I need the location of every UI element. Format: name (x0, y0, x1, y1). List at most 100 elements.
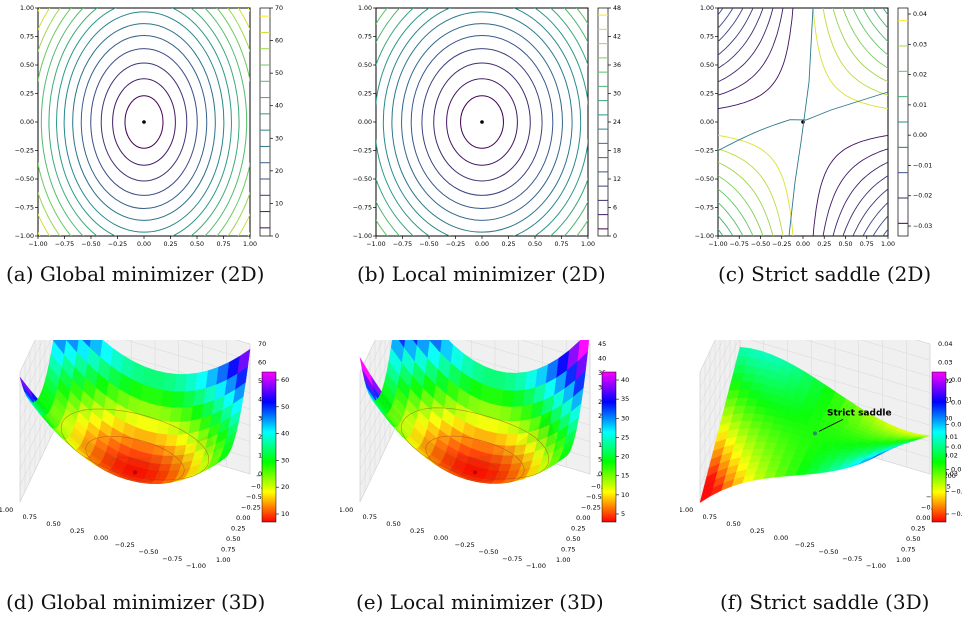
surface-patch (53, 340, 67, 355)
surface-area: 454035302520151050−1.00−0.75−0.50−0.250.… (340, 340, 629, 570)
y-tick-label: 1.00 (20, 5, 34, 12)
z-tick-label: 45 (598, 340, 606, 348)
x-tick-label: −0.25 (455, 541, 475, 549)
y-tick-label: −1.00 (15, 233, 34, 240)
y-tick-label: −0.75 (353, 205, 372, 212)
contour-level (718, 8, 794, 110)
y-tick-label: −0.25 (353, 148, 372, 155)
x-tick-label: 0.00 (94, 534, 108, 542)
colorbar-tick-label: 5 (621, 510, 625, 518)
surface-contour (425, 435, 525, 484)
contour-level (718, 134, 794, 236)
contour-level (100, 62, 188, 182)
contour-level (56, 8, 232, 236)
x-tick-label: −0.75 (162, 555, 182, 563)
caption-a: (a) Global minimizer (2D) (6, 262, 265, 286)
panel-a-contour-chart: −1.00 −0.75 −0.50 −0.25 0.00 0.25 0.50 0.75 1.00… (15, 5, 283, 248)
colorbar-band (260, 138, 270, 171)
y-tick-label: 1.00 (896, 556, 910, 564)
colorbar-band (260, 73, 270, 106)
contour-level (718, 201, 744, 236)
y-tick-label: 0.50 (700, 62, 714, 69)
surface-mesh (699, 346, 931, 504)
contour-level (48, 8, 240, 236)
contour-level (822, 8, 888, 96)
colorbar-band (260, 8, 270, 41)
y-tick-label: 1.00 (700, 5, 714, 12)
grid-line (359, 340, 376, 373)
y-tick-label: 0.75 (358, 34, 372, 41)
x-tick-label: 0.75 (363, 513, 377, 521)
colorbar-tick-label: 20 (281, 483, 289, 491)
y-tick-label: 0.75 (221, 546, 235, 554)
surface-patch (82, 340, 91, 348)
x-tick-label: −0.75 (730, 241, 749, 248)
y-tick-label: 0.00 (916, 514, 930, 522)
contour-level (40, 8, 248, 236)
colorbar-tick-label: 60 (281, 376, 289, 384)
grid-line (699, 340, 724, 389)
x-tick-label: −0.50 (419, 241, 438, 248)
colorbar-tick-label: 40 (275, 103, 283, 110)
surface-patch (412, 340, 418, 346)
x-tick-label: 0.75 (216, 241, 230, 248)
colorbar-band (598, 36, 608, 65)
contour-level (718, 8, 724, 16)
y-tick-label: −0.50 (246, 493, 266, 501)
grid-line (520, 340, 591, 361)
colorbar-tick-label: 42 (613, 34, 621, 41)
y-tick-label: 1.00 (216, 556, 230, 564)
x-tick-label: 0.75 (703, 513, 717, 521)
y-tick-label: 0.25 (20, 91, 34, 98)
surface-contour (85, 435, 185, 485)
z-tick-label: 70 (258, 340, 266, 348)
x-tick-label: −1.00 (708, 241, 727, 248)
surface-mesh (359, 340, 590, 484)
x-tick-label: 0.25 (817, 241, 831, 248)
contour-level (718, 188, 754, 236)
colorbar-tick-label: 36 (613, 62, 621, 69)
colorbar-band (598, 93, 608, 122)
y-tick-label: 1.00 (358, 5, 372, 12)
x-tick-label: 0.50 (46, 520, 60, 528)
contour-level (716, 0, 731, 5)
y-tick-label: −0.50 (695, 176, 714, 183)
surface-contour (400, 407, 550, 480)
x-tick-label: −1.00 (866, 562, 886, 570)
contour-level (788, 7, 814, 237)
colorbar-tick-label: −0.01 (913, 162, 932, 169)
x-tick-label: 0.00 (475, 241, 489, 248)
x-tick-label: 0.00 (434, 534, 448, 542)
x-tick-label: −0.25 (772, 241, 791, 248)
contour-level (63, 11, 225, 233)
annotation-arrow (818, 419, 844, 432)
surface-area: Strict saddle0.040.030.020.010.00−0.01−0… (680, 340, 963, 570)
colorbar-tick-label: 15 (621, 472, 629, 480)
y-tick-label: −0.25 (581, 504, 601, 512)
contour-level (832, 161, 888, 236)
contour-level (882, 228, 888, 236)
panel-c-contour-chart: −1.00 −0.75 −0.50 −0.25 0.00 0.25 0.50 0.75 1.00… (695, 0, 933, 248)
plot-area: −1.00 −0.75 −0.50 −0.25 0.00 0.25 0.50 0.75 1.00… (353, 5, 621, 248)
surface-patch (429, 340, 442, 353)
colorbar-band (598, 150, 608, 179)
colorbar-band (598, 8, 608, 37)
x-tick-label: −0.50 (751, 241, 770, 248)
colorbar-tick-label: 0.03 (913, 41, 927, 48)
x-tick-label: 1.00 (340, 506, 353, 514)
colorbar (261, 371, 277, 523)
x-tick-label: 0.50 (838, 241, 852, 248)
panel-e-surface-chart: 454035302520151050−1.00−0.75−0.50−0.250.… (340, 340, 629, 570)
x-tick-label: −0.25 (795, 541, 815, 549)
surface-patch (733, 364, 747, 374)
y-tick-label: −0.25 (241, 504, 261, 512)
surface-patch (398, 340, 406, 348)
colorbar-tick-label: 18 (613, 148, 621, 155)
colorbar-tick-label: 0 (275, 233, 279, 240)
contour-level (852, 188, 888, 236)
colorbar-band (898, 170, 908, 204)
y-tick-label: −0.50 (353, 176, 372, 183)
grid-line (699, 340, 731, 405)
colorbar-band (598, 179, 608, 208)
contour-level (882, 8, 888, 16)
